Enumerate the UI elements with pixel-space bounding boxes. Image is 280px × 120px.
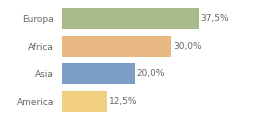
Text: 37,5%: 37,5%	[201, 14, 229, 23]
Text: 30,0%: 30,0%	[173, 42, 202, 51]
Text: 20,0%: 20,0%	[137, 69, 165, 78]
Bar	[62, 63, 135, 84]
Bar	[62, 90, 107, 112]
Bar	[62, 36, 171, 57]
Bar	[62, 8, 199, 30]
Text: 12,5%: 12,5%	[109, 97, 138, 106]
